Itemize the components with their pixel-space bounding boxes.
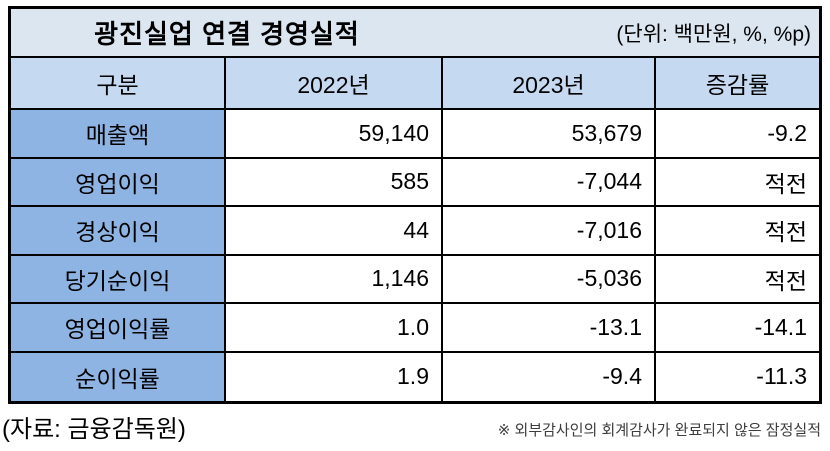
- table-title: 광진실업 연결 경영실적: [11, 9, 443, 58]
- cell-net-margin-change: -11.3: [656, 352, 819, 401]
- cell-net-profit-2023: -5,036: [443, 255, 656, 304]
- row-label-revenue: 매출액: [11, 110, 226, 159]
- column-header-2023: 2023년: [443, 58, 656, 110]
- cell-operating-profit-2023: -7,044: [443, 158, 656, 207]
- cell-net-margin-2022: 1.9: [226, 352, 443, 401]
- cell-ordinary-profit-2023: -7,016: [443, 207, 656, 256]
- cell-ordinary-profit-change: 적전: [656, 207, 819, 256]
- cell-revenue-2023: 53,679: [443, 110, 656, 159]
- row-label-net-profit: 당기순이익: [11, 255, 226, 304]
- results-table: 광진실업 연결 경영실적 (단위: 백만원, %, %p) 구분 2022년 2…: [8, 6, 822, 404]
- cell-operating-profit-change: 적전: [656, 158, 819, 207]
- column-header-change: 증감률: [656, 58, 819, 110]
- cell-net-profit-2022: 1,146: [226, 255, 443, 304]
- row-label-ordinary-profit: 경상이익: [11, 207, 226, 256]
- row-label-operating-margin: 영업이익률: [11, 304, 226, 353]
- row-label-operating-profit: 영업이익: [11, 158, 226, 207]
- column-header-category: 구분: [11, 58, 226, 110]
- cell-net-profit-change: 적전: [656, 255, 819, 304]
- audit-disclaimer-note: ※ 외부감사인의 회계감사가 완료되지 않은 잠정실적: [497, 422, 821, 439]
- unit-label: (단위: 백만원, %, %p): [443, 9, 819, 58]
- cell-operating-margin-change: -14.1: [656, 304, 819, 353]
- cell-operating-margin-2022: 1.0: [226, 304, 443, 353]
- column-header-2022: 2022년: [226, 58, 443, 110]
- cell-operating-margin-2023: -13.1: [443, 304, 656, 353]
- cell-net-margin-2023: -9.4: [443, 352, 656, 401]
- cell-ordinary-profit-2022: 44: [226, 207, 443, 256]
- source-note: (자료: 금융감독원): [2, 416, 186, 443]
- cell-revenue-change: -9.2: [656, 110, 819, 159]
- cell-operating-profit-2022: 585: [226, 158, 443, 207]
- cell-revenue-2022: 59,140: [226, 110, 443, 159]
- row-label-net-margin: 순이익률: [11, 352, 226, 401]
